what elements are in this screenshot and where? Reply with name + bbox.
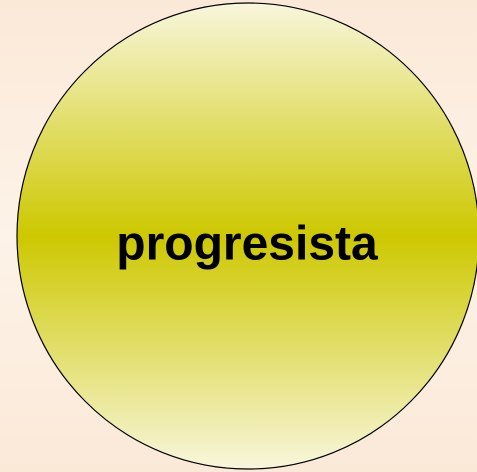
circle-label: progresista xyxy=(116,218,378,271)
circle xyxy=(16,2,477,470)
